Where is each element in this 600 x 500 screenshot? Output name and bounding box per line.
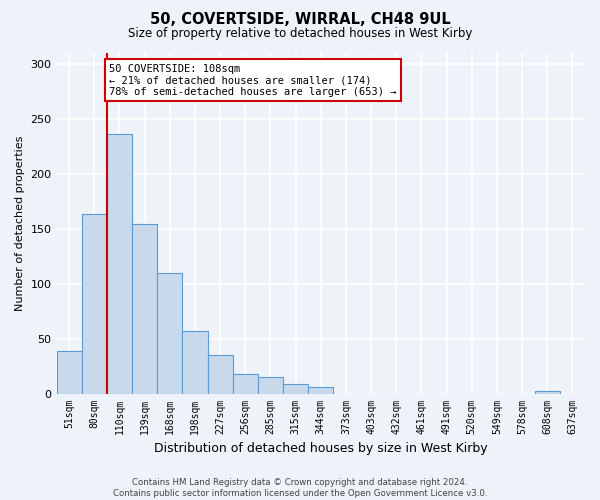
Bar [82, 214, 107, 394]
X-axis label: Distribution of detached houses by size in West Kirby: Distribution of detached houses by size … [154, 442, 488, 455]
Bar [258, 377, 283, 394]
Bar [56, 350, 82, 394]
Bar [157, 272, 182, 394]
Bar [132, 224, 157, 394]
Text: Contains HM Land Registry data © Crown copyright and database right 2024.
Contai: Contains HM Land Registry data © Crown c… [113, 478, 487, 498]
Y-axis label: Number of detached properties: Number of detached properties [15, 136, 25, 310]
Bar [535, 392, 560, 394]
Bar [208, 355, 233, 394]
Bar [308, 387, 334, 394]
Bar [233, 374, 258, 394]
Bar [283, 384, 308, 394]
Text: 50 COVERTSIDE: 108sqm
← 21% of detached houses are smaller (174)
78% of semi-det: 50 COVERTSIDE: 108sqm ← 21% of detached … [109, 64, 397, 96]
Bar [182, 331, 208, 394]
Bar [107, 134, 132, 394]
Text: Size of property relative to detached houses in West Kirby: Size of property relative to detached ho… [128, 28, 472, 40]
Text: 50, COVERTSIDE, WIRRAL, CH48 9UL: 50, COVERTSIDE, WIRRAL, CH48 9UL [149, 12, 451, 28]
